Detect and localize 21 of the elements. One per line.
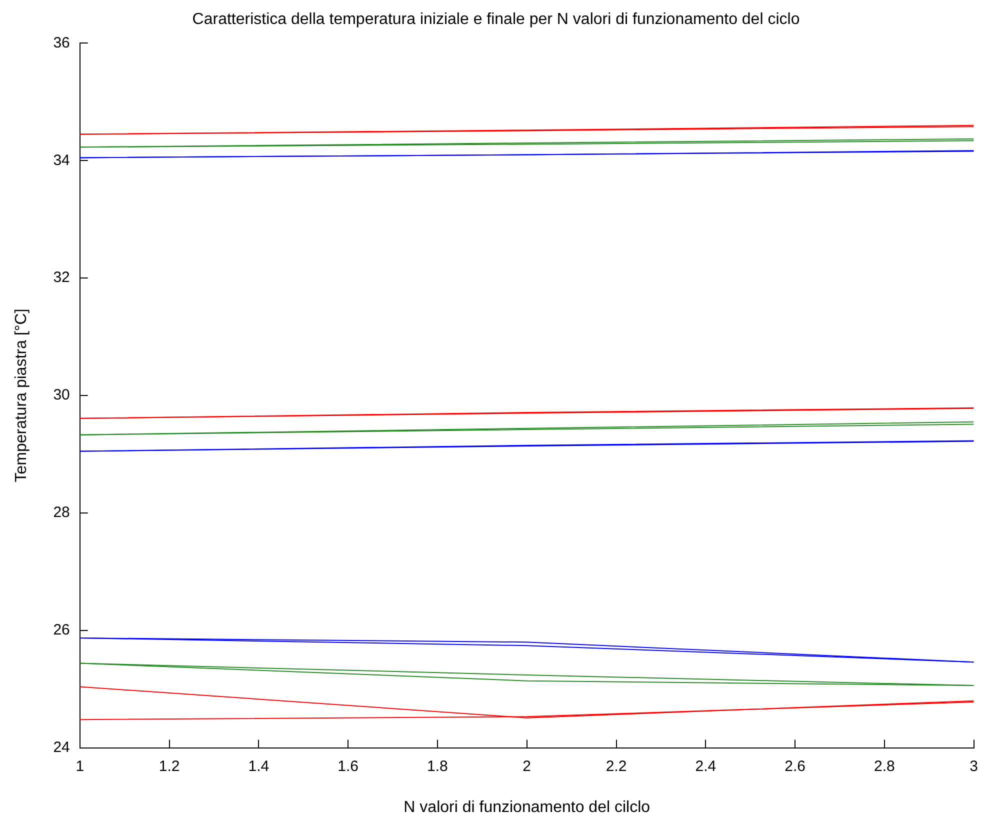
y-tick-label: 24: [53, 738, 70, 756]
x-axis-title: N valori di funzionamento del cilclo: [404, 798, 650, 816]
x-tick-label: 1.8: [427, 758, 448, 775]
y-tick-label: 34: [53, 152, 70, 169]
x-tick-label: 1.6: [338, 758, 358, 775]
x-tick-label: 2.8: [874, 758, 895, 775]
y-tick-label: 30: [53, 386, 70, 404]
x-tick-label: 3: [970, 758, 978, 775]
y-tick-label: 36: [53, 34, 70, 52]
y-tick-label: 26: [53, 622, 70, 639]
y-tick-label: 32: [53, 269, 70, 286]
chart-title: Caratteristica della temperatura iniziale e finale per N valori di funzionamento del ciclo: [192, 11, 800, 28]
y-axis-title: Temperatura piastra [°C]: [13, 308, 30, 482]
x-tick-label: 2.6: [784, 758, 806, 775]
x-tick-label: 2.2: [606, 758, 627, 775]
x-tick-label: 1.2: [158, 758, 180, 775]
x-tick-label: 2: [522, 758, 532, 775]
y-tick-label: 28: [53, 504, 70, 522]
x-tick-label: 1: [76, 758, 84, 775]
x-tick-label: 2.4: [695, 758, 716, 775]
x-tick-label: 1.4: [248, 758, 270, 775]
